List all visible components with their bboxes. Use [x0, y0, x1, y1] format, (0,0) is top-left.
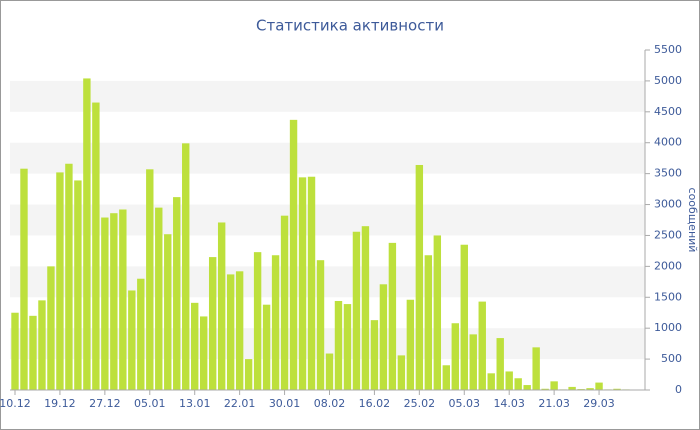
x-tick-label: 16.02	[359, 397, 391, 410]
y-tick-label: 3000	[654, 198, 682, 211]
bar	[379, 284, 388, 390]
bar	[38, 300, 46, 390]
y-tick-label: 1500	[654, 290, 682, 303]
bar	[29, 315, 37, 390]
x-tick-label: 05.03	[449, 397, 481, 410]
y-axis-label: сообщений	[686, 188, 699, 253]
grid-band	[10, 80, 645, 112]
bar	[182, 143, 190, 390]
bar	[388, 242, 397, 390]
bar	[415, 164, 424, 390]
bar	[586, 388, 594, 390]
x-tick-label: 22.01	[224, 397, 256, 410]
bar	[101, 217, 109, 390]
bar	[199, 316, 208, 390]
bar	[11, 312, 19, 390]
y-tick-label: 5000	[654, 74, 682, 87]
x-tick-label: 25.02	[404, 397, 436, 410]
bar	[514, 378, 522, 390]
bar	[595, 382, 603, 390]
bar	[74, 180, 82, 390]
bar	[550, 381, 558, 390]
x-tick-label: 19.12	[44, 397, 76, 410]
bar	[164, 234, 172, 390]
bar	[469, 334, 477, 390]
bar	[119, 209, 127, 390]
bar	[451, 323, 459, 390]
bar	[137, 278, 145, 390]
bar	[568, 386, 576, 390]
x-tick-label: 21.03	[538, 397, 570, 410]
bar	[523, 385, 531, 390]
y-tick-label: 2500	[654, 228, 682, 241]
chart-title: Статистика активности	[256, 17, 444, 35]
bar	[613, 388, 621, 390]
bar	[325, 353, 334, 390]
bar	[541, 388, 549, 390]
bar	[110, 213, 118, 390]
bar	[244, 359, 253, 390]
bar	[92, 102, 100, 390]
y-tick-label: 0	[675, 383, 682, 396]
bar	[334, 300, 343, 390]
bar	[361, 226, 370, 390]
bar	[487, 373, 495, 390]
bar	[155, 207, 163, 390]
bar	[505, 371, 513, 390]
bar	[235, 271, 244, 390]
grid-band	[10, 142, 645, 174]
x-tick-label: 10.12	[0, 397, 31, 410]
bar	[208, 257, 217, 390]
x-tick-label: 14.03	[493, 397, 525, 410]
bar	[56, 172, 64, 390]
bar	[478, 301, 486, 390]
y-tick-label: 1000	[654, 321, 682, 334]
x-tick-label: 08.02	[314, 397, 346, 410]
x-tick-label: 29.03	[583, 397, 615, 410]
bar	[173, 197, 181, 390]
y-tick-label: 2000	[654, 259, 682, 272]
x-tick-label: 13.01	[179, 397, 211, 410]
bar	[83, 78, 91, 390]
bar	[289, 119, 298, 390]
bar	[352, 231, 361, 390]
x-tick-label: 27.12	[89, 397, 121, 410]
bar	[460, 244, 468, 390]
bar	[307, 176, 316, 390]
bar	[397, 355, 406, 390]
bar	[271, 255, 280, 390]
bar	[226, 274, 235, 390]
bar	[442, 365, 451, 390]
bar	[424, 255, 433, 390]
bar	[280, 215, 289, 390]
y-tick-label: 500	[661, 352, 682, 365]
bar	[298, 177, 307, 390]
bar	[146, 169, 154, 390]
bar	[20, 168, 28, 390]
y-tick-label: 3500	[654, 167, 682, 180]
y-tick-label: 4000	[654, 136, 682, 149]
bar	[47, 266, 55, 390]
x-tick-label: 05.01	[134, 397, 166, 410]
bar	[433, 235, 442, 390]
y-tick-label: 5500	[654, 43, 682, 56]
bar	[253, 252, 262, 390]
bar	[370, 320, 379, 390]
bar	[217, 222, 226, 390]
bar	[128, 290, 136, 390]
x-tick-label: 30.01	[269, 397, 301, 410]
bar	[343, 304, 352, 390]
bar	[65, 163, 73, 390]
bar	[262, 304, 271, 390]
bar	[191, 302, 199, 390]
y-tick-label: 4500	[654, 105, 682, 118]
bar	[406, 299, 415, 390]
bar	[496, 338, 504, 390]
bar	[316, 260, 325, 390]
bar	[532, 347, 540, 390]
